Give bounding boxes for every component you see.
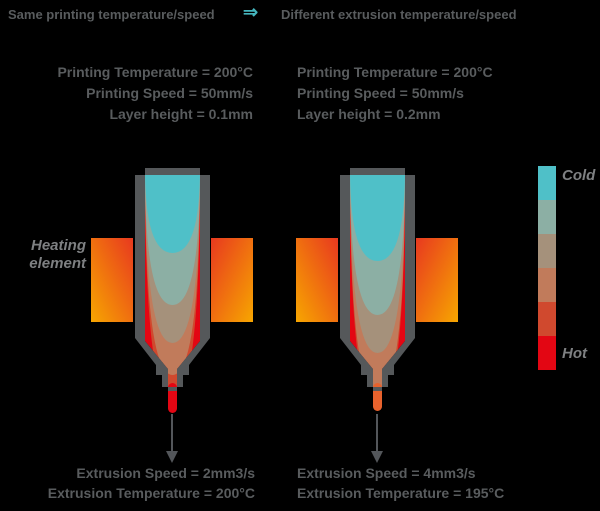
cold-label: Cold — [562, 167, 596, 184]
left-extrusion-results: Extrusion Speed = 2mm3/s Extrusion Tempe… — [18, 463, 255, 503]
down-arrow-right-head — [371, 451, 383, 463]
right-printing-params: Printing Temperature = 200°C Printing Sp… — [297, 62, 557, 125]
heating-element-right-block — [211, 238, 253, 322]
melt-layer-cyan — [145, 168, 200, 253]
nozzle-body — [135, 168, 210, 391]
scale-segment — [538, 234, 556, 268]
down-arrow-left-line — [171, 414, 173, 452]
scale-segment — [538, 200, 556, 234]
heating-element-left-block — [91, 238, 133, 322]
melt-layer-cyan — [350, 168, 405, 261]
scale-segment — [538, 302, 556, 336]
header-left-title: Same printing temperature/speed — [8, 7, 215, 22]
result-line: Extrusion Temperature = 195°C — [297, 485, 505, 501]
heating-element-label: Heating element — [29, 237, 86, 272]
param-line: Layer height = 0.2mm — [297, 106, 441, 122]
param-line: Printing Speed = 50mm/s — [86, 85, 253, 101]
heating-element-left-block — [296, 238, 338, 322]
result-line: Extrusion Temperature = 200°C — [47, 485, 255, 501]
scale-segment — [538, 268, 556, 302]
melt-temperature-layers — [145, 168, 200, 391]
param-line: Layer height = 0.1mm — [109, 106, 253, 122]
result-line: Extrusion Speed = 4mm3/s — [297, 465, 476, 481]
right-extrusion-results: Extrusion Speed = 4mm3/s Extrusion Tempe… — [297, 463, 567, 503]
melt-temperature-layers — [350, 168, 405, 391]
nozzle-diagram-left — [91, 168, 253, 413]
param-line: Printing Speed = 50mm/s — [297, 85, 464, 101]
nozzle-body — [340, 168, 415, 391]
hot-label: Hot — [562, 345, 587, 362]
down-arrow-left-head — [166, 451, 178, 463]
down-arrow-right-line — [376, 414, 378, 452]
left-printing-params: Printing Temperature = 200°C Printing Sp… — [20, 62, 253, 125]
right-arrow-icon: ⇒ — [243, 2, 259, 22]
heating-element-right-block — [416, 238, 458, 322]
param-line: Printing Temperature = 200°C — [57, 64, 253, 80]
scale-segment-cold — [538, 166, 556, 200]
header-right-title: Different extrusion temperature/speed — [281, 7, 517, 22]
param-line: Printing Temperature = 200°C — [297, 64, 493, 80]
result-line: Extrusion Speed = 2mm3/s — [76, 465, 255, 481]
scale-segment-hot — [538, 336, 556, 370]
nozzle-diagram-right — [296, 168, 458, 411]
temperature-scale-bar — [538, 166, 556, 370]
